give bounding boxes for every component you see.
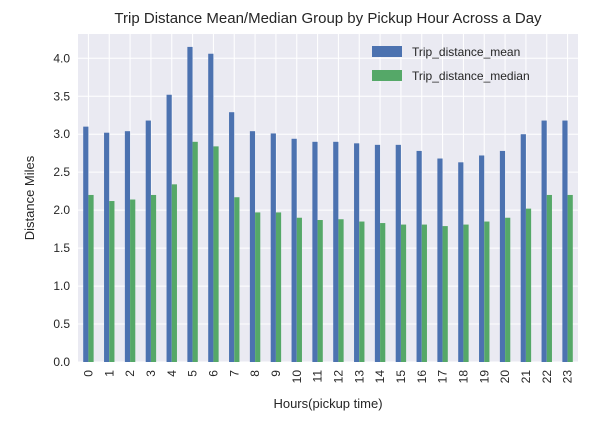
y-axis-label: Distance Miles (22, 155, 37, 240)
legend-swatch-mean (372, 46, 402, 57)
y-tick-label: 0.5 (53, 317, 70, 331)
bar-trip-distance-median-0 (88, 194, 94, 362)
chart-title: Trip Distance Mean/Median Group by Picku… (114, 10, 542, 27)
bar-trip-distance-mean-22 (541, 120, 547, 362)
bar-trip-distance-mean-6 (208, 53, 214, 362)
x-tick-label: 11 (311, 370, 325, 383)
bar-trip-distance-median-3 (150, 194, 157, 362)
x-tick-label: 0 (81, 370, 95, 377)
y-tick-label: 2.5 (53, 165, 70, 179)
x-tick-label: 19 (477, 370, 491, 384)
bar-trip-distance-mean-20 (499, 150, 506, 362)
x-tick-label: 4 (165, 370, 179, 377)
bar-trip-distance-mean-7 (229, 112, 235, 362)
bar-trip-distance-median-12 (338, 219, 344, 362)
bar-trip-distance-mean-16 (416, 150, 422, 362)
bar-trip-distance-mean-8 (249, 131, 256, 362)
bar-trip-distance-mean-4 (166, 94, 172, 363)
bar-trip-distance-median-2 (130, 199, 136, 362)
bar-trip-distance-median-4 (171, 184, 177, 362)
bar-trip-distance-median-5 (192, 141, 198, 362)
bar-trip-distance-median-21 (525, 208, 532, 362)
x-tick-label: 2 (123, 370, 137, 377)
x-axis-label: Hours(pickup time) (273, 396, 382, 411)
x-tick-label: 7 (227, 370, 241, 377)
x-tick-label: 1 (102, 370, 116, 377)
x-tick-label: 22 (540, 370, 554, 384)
x-tick-label: 15 (394, 370, 408, 384)
legend-label-mean: Trip_distance_mean (412, 45, 520, 59)
y-tick-label: 1.0 (53, 279, 70, 293)
bar-trip-distance-median-13 (359, 221, 365, 362)
bar-trip-distance-mean-17 (437, 158, 443, 362)
bar-trip-distance-median-19 (484, 221, 490, 362)
bar-trip-distance-mean-1 (104, 132, 110, 362)
y-tick-label: 2.0 (53, 203, 70, 217)
y-axis-ticks: 0.0 0.5 1.0 1.5 2.0 2.5 3.0 3.5 4.0 (53, 51, 70, 369)
bar-series (83, 46, 573, 363)
bar-trip-distance-mean-19 (479, 155, 485, 362)
x-tick-label: 14 (373, 370, 387, 384)
x-tick-label: 9 (269, 370, 283, 377)
bar-trip-distance-median-8 (255, 212, 261, 362)
bar-trip-distance-median-15 (400, 224, 407, 362)
bar-trip-distance-median-18 (463, 224, 469, 362)
x-tick-label: 3 (144, 370, 158, 377)
bar-trip-distance-mean-3 (145, 120, 151, 362)
bar-trip-distance-mean-18 (458, 162, 464, 362)
bar-trip-distance-mean-0 (83, 126, 89, 362)
bar-trip-distance-mean-9 (270, 133, 276, 362)
bar-trip-distance-median-11 (317, 220, 323, 362)
x-tick-label: 21 (519, 370, 533, 384)
bar-trip-distance-median-14 (380, 223, 386, 362)
bar-trip-distance-median-10 (296, 217, 302, 362)
x-tick-label: 20 (498, 370, 512, 384)
bar-trip-distance-mean-2 (124, 131, 131, 362)
x-tick-label: 5 (186, 370, 200, 377)
y-tick-label: 3.5 (53, 89, 70, 103)
bar-trip-distance-mean-12 (333, 141, 339, 362)
bar-trip-distance-median-22 (546, 194, 552, 362)
legend-swatch-median (372, 70, 402, 81)
bar-trip-distance-mean-21 (520, 134, 526, 362)
bar-trip-distance-median-17 (442, 226, 448, 362)
x-tick-label: 16 (415, 370, 429, 384)
x-tick-label: 23 (561, 370, 575, 384)
bar-trip-distance-median-1 (109, 201, 115, 362)
x-tick-label: 13 (352, 370, 366, 384)
bar-trip-distance-mean-15 (395, 144, 401, 362)
bar-trip-distance-median-9 (275, 212, 282, 362)
bar-trip-distance-median-16 (421, 224, 427, 362)
bar-trip-distance-median-6 (213, 146, 219, 362)
y-tick-label: 3.0 (53, 127, 70, 141)
bar-trip-distance-median-20 (505, 217, 511, 362)
x-tick-label: 6 (206, 370, 220, 377)
legend: Trip_distance_mean Trip_distance_median (372, 45, 530, 83)
plot-background (78, 34, 578, 362)
y-tick-label: 1.5 (53, 241, 70, 255)
legend-label-median: Trip_distance_median (412, 69, 530, 83)
y-tick-label: 4.0 (53, 51, 70, 65)
x-tick-label: 8 (248, 370, 262, 377)
x-axis-ticks: 0 1 2 3 4 5 6 7 8 9 10 11 12 13 14 15 16 17 18 19 20 21 22 23 (81, 370, 574, 384)
x-tick-label: 12 (331, 370, 345, 384)
bar-trip-distance-median-7 (234, 197, 240, 362)
bar-trip-distance-mean-5 (187, 46, 193, 362)
bar-trip-distance-mean-14 (374, 144, 381, 362)
bar-trip-distance-mean-10 (291, 138, 297, 362)
x-tick-label: 18 (456, 370, 470, 384)
bar-trip-distance-median-23 (567, 194, 573, 362)
x-tick-label: 10 (290, 370, 304, 384)
bar-trip-distance-mean-11 (312, 141, 318, 362)
bar-trip-distance-mean-23 (562, 120, 568, 362)
bar-trip-distance-mean-13 (354, 143, 360, 362)
y-tick-label: 0.0 (53, 355, 70, 369)
x-tick-label: 17 (436, 370, 450, 384)
